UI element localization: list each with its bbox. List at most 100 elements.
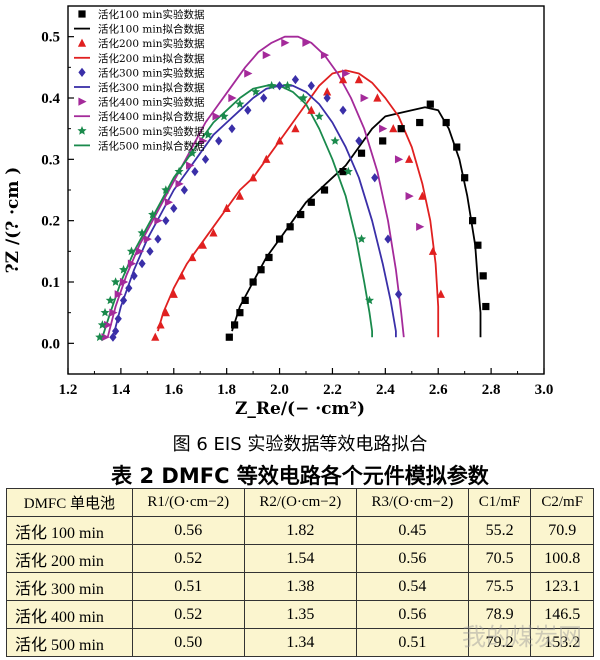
data-point (162, 216, 170, 226)
data-point (384, 234, 392, 244)
data-point (364, 295, 374, 305)
table-cell: 活化 200 min (6, 544, 133, 573)
eis-nyquist-chart: 1.2 1.4 1.6 1.8 2.0 2.2 2.4 2.6 2.8 3.0 0.0 0.1 0.2 0… (3, 5, 554, 419)
data-point (416, 222, 425, 231)
data-point (323, 93, 331, 103)
data-point (357, 234, 367, 243)
data-point (262, 50, 271, 60)
legend-marker (78, 67, 86, 77)
data-point (307, 198, 315, 206)
data-point (260, 93, 268, 103)
data-point (397, 125, 405, 133)
data-point (355, 136, 363, 146)
x-tick-label: 1.4 (112, 382, 131, 398)
data-point (257, 266, 265, 274)
data-point (426, 100, 434, 108)
data-point (109, 332, 117, 342)
table-title: 表 2 DMFC 等效电路各个元件模拟参数 (111, 464, 489, 488)
data-point (100, 307, 110, 317)
data-point (219, 111, 229, 121)
data-point (236, 309, 244, 317)
data-point (212, 112, 221, 121)
y-tick-label: 0.2 (41, 214, 60, 230)
legend-label: 活化500 min拟合数据 (98, 139, 205, 152)
data-point (228, 124, 236, 134)
legend-label: 活化200 min实验数据 (98, 37, 205, 50)
data-point (244, 105, 252, 115)
data-point (126, 246, 136, 256)
data-point (461, 174, 469, 182)
data-point (169, 289, 178, 298)
data-point (338, 75, 348, 84)
data-point (111, 277, 121, 286)
legend-label: 活化100 min实验数据 (98, 8, 205, 21)
table-cell: 活化 400 min (6, 600, 133, 629)
x-tick-label: 1.8 (217, 382, 236, 398)
x-tick-label: 2.2 (323, 382, 342, 398)
data-point (119, 277, 129, 287)
data-point (339, 105, 347, 115)
data-point (389, 124, 398, 133)
data-point (174, 166, 184, 176)
table-cell: 75.5 (467, 572, 532, 601)
data-point (244, 69, 253, 78)
data-point (241, 296, 249, 304)
y-tick-label: 0.3 (41, 152, 60, 168)
data-point (442, 118, 450, 127)
y-tick-label: 0.4 (41, 91, 60, 107)
table-row: 活化 200 min 0.52 1.54 0.56 70.5 100.8 (6, 544, 594, 573)
legend-label: 活化300 min拟合数据 (98, 81, 205, 94)
fit-line (101, 84, 374, 338)
table-row: 活化 100 min 0.56 1.82 0.45 55.2 70.9 (6, 516, 594, 545)
table-cell: 55.2 (467, 516, 532, 545)
data-point (156, 320, 165, 329)
data-point (275, 136, 284, 145)
data-point (320, 50, 330, 60)
table-row: 活化 500 min 0.50 1.34 0.51 79.2 153.2 (6, 628, 594, 657)
data-point (203, 130, 213, 139)
data-point (251, 87, 261, 96)
data-point (298, 93, 308, 102)
legend-marker (77, 126, 87, 135)
data-point (175, 179, 184, 188)
data-point (235, 191, 244, 200)
header-cell-c2: C2/mF (530, 488, 594, 517)
data-point (130, 271, 138, 281)
data-point (405, 154, 414, 163)
data-point (228, 93, 237, 103)
x-tick-label: 2.6 (429, 382, 448, 398)
data-point (330, 136, 340, 145)
data-point (286, 223, 294, 231)
data-point (104, 320, 113, 330)
data-point (137, 228, 147, 237)
data-point (320, 186, 329, 194)
data-point (148, 209, 158, 219)
x-tick-label: 3.0 (535, 382, 554, 398)
data-point (177, 271, 186, 280)
data-point (112, 326, 120, 336)
data-point (161, 185, 171, 194)
data-point (187, 148, 197, 158)
table-cell: 0.52 (131, 544, 245, 573)
data-point (416, 118, 424, 127)
x-tick-label: 1.6 (164, 382, 183, 398)
table-cell: 1.82 (243, 516, 357, 545)
data-point (154, 216, 163, 225)
data-point (119, 295, 128, 305)
data-point (262, 154, 271, 163)
data-point (428, 246, 438, 255)
data-point (307, 81, 315, 91)
data-point (267, 80, 277, 90)
data-point (275, 235, 284, 243)
data-point (154, 234, 162, 244)
data-point (405, 192, 414, 201)
table-cell: 0.50 (131, 628, 245, 657)
data-point (180, 185, 188, 195)
data-point (339, 168, 347, 176)
table-cell: 70.5 (467, 544, 532, 573)
y-tick-label: 0.1 (41, 275, 60, 291)
x-tick-label: 1.2 (59, 382, 78, 398)
data-point (164, 198, 174, 207)
legend-label: 活化400 min实验数据 (98, 96, 205, 109)
legend-label: 活化300 min实验数据 (98, 66, 205, 79)
